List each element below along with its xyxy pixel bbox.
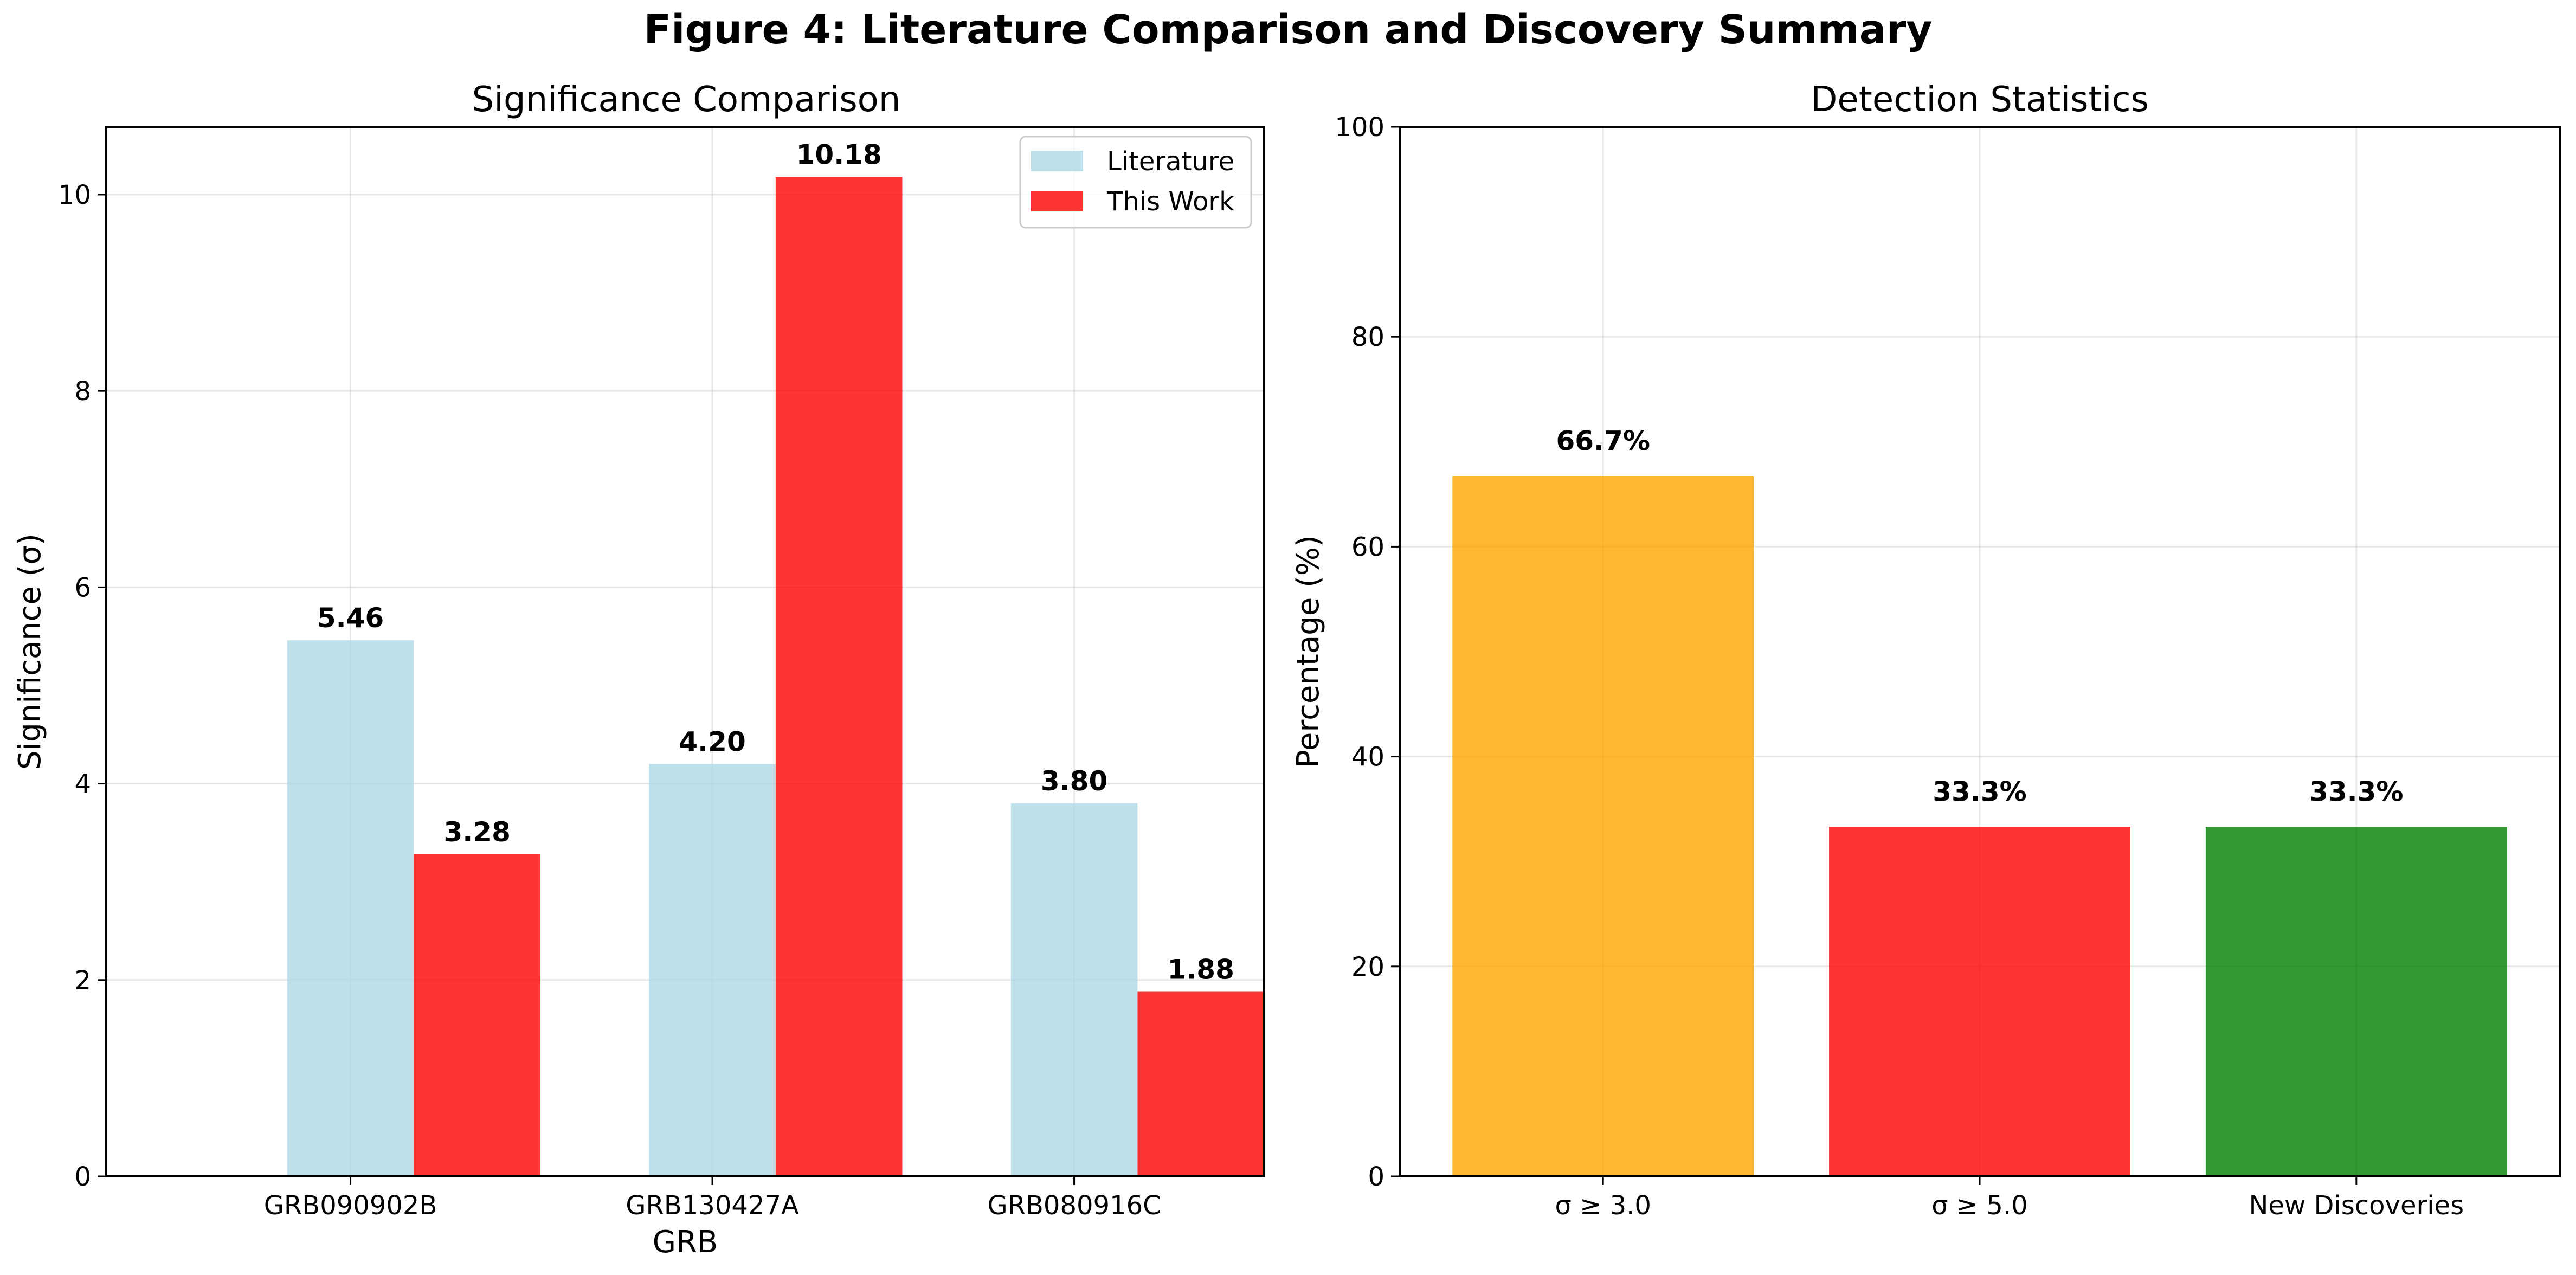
- legend-label-literature: Literature: [1107, 146, 1234, 177]
- left-ytick-label-6: 6: [74, 572, 91, 603]
- legend-swatch-literature: [1031, 151, 1083, 171]
- bar-label-literature-grb130427a: 4.20: [679, 726, 745, 757]
- left-bar-labels: 5.46 4.20 3.80 3.28 10.18 1.88: [317, 139, 1234, 985]
- left-y-axis-label: Significance (σ): [12, 533, 48, 770]
- bar-label-new-discoveries: 33.3%: [2309, 776, 2403, 807]
- left-plot-frame: [105, 126, 1265, 1177]
- right-xtick-label-3-0: σ ≥ 3.0: [1555, 1190, 1651, 1221]
- bar-label-this-work-grb090902b: 3.28: [444, 816, 511, 848]
- legend: Literature This Work: [1019, 136, 1252, 229]
- bar-new-discoveries: [2205, 827, 2507, 1176]
- legend-label-this-work: This Work: [1106, 186, 1234, 217]
- bar-literature-grb080916c: [1010, 803, 1138, 1176]
- legend-swatch-this-work: [1031, 191, 1083, 211]
- right-ytick-label-80: 80: [1351, 322, 1384, 352]
- bar-this-work-grb080916c: [1137, 991, 1264, 1176]
- right-bar-labels: 66.7% 33.3% 33.3%: [1556, 426, 2403, 808]
- right-xtick-label-5-0: σ ≥ 5.0: [1931, 1190, 2028, 1221]
- right-ytick-label-60: 60: [1351, 532, 1384, 562]
- right-chart-title: Detection Statistics: [1811, 80, 2149, 120]
- bar-label-5-0: 33.3%: [1933, 776, 2026, 807]
- right-y-axis-ticks: 0 20 40 60 80 100: [1335, 112, 1400, 1192]
- right-y-axis-label: Percentage (%): [1291, 535, 1326, 768]
- bar-5-0: [1829, 827, 2130, 1176]
- left-y-axis-ticks: 0 2 4 6 8 10: [58, 180, 106, 1192]
- figure-title: Figure 4: Literature Comparison and Disc…: [644, 7, 1933, 53]
- left-ytick-label-2: 2: [74, 965, 91, 996]
- left-ytick-label-4: 4: [74, 769, 91, 800]
- right-ytick-label-40: 40: [1351, 742, 1384, 772]
- bar-literature-grb090902b: [287, 640, 414, 1176]
- bar-label-this-work-grb130427a: 10.18: [796, 139, 882, 170]
- right-bars: [1452, 476, 2507, 1176]
- left-ytick-label-8: 8: [74, 376, 91, 407]
- left-ytick-label-0: 0: [74, 1162, 91, 1192]
- right-ytick-label-100: 100: [1335, 112, 1384, 143]
- left-xtick-label-grb080916c: GRB080916C: [987, 1190, 1161, 1221]
- bar-this-work-grb130427a: [775, 177, 903, 1177]
- left-xtick-label-grb090902b: GRB090902B: [264, 1190, 437, 1221]
- left-xtick-label-grb130427a: GRB130427A: [626, 1190, 799, 1221]
- bar-label-literature-grb090902b: 5.46: [317, 602, 384, 634]
- bar-3-0: [1452, 476, 1754, 1176]
- left-ytick-label-10: 10: [58, 180, 91, 210]
- left-chart-title: Significance Comparison: [472, 80, 901, 120]
- left-x-axis-label: GRB: [653, 1225, 718, 1260]
- right-ytick-label-0: 0: [1368, 1162, 1384, 1192]
- significance-comparison-chart: Significance Comparison 5.46 4.20 3.80 3.28…: [12, 80, 1265, 1260]
- right-xtick-label-new-discoveries: New Discoveries: [2249, 1190, 2464, 1221]
- right-ytick-label-20: 20: [1351, 952, 1384, 982]
- bar-this-work-grb090902b: [414, 854, 540, 1176]
- bar-label-3-0: 66.7%: [1556, 426, 1650, 457]
- bar-label-literature-grb080916c: 3.80: [1041, 765, 1107, 797]
- right-x-axis-ticks: σ ≥ 3.0 σ ≥ 5.0 New Discoveries: [1555, 1176, 2464, 1221]
- bar-literature-grb130427a: [649, 764, 776, 1176]
- detection-statistics-chart: Detection Statistics 66.7% 33.3% 33.3% 0 20…: [1291, 80, 2561, 1221]
- left-x-axis-ticks: GRB090902B GRB130427A GRB080916C: [264, 1176, 1161, 1221]
- left-bars: [287, 177, 1264, 1177]
- bar-label-this-work-grb080916c: 1.88: [1168, 954, 1234, 986]
